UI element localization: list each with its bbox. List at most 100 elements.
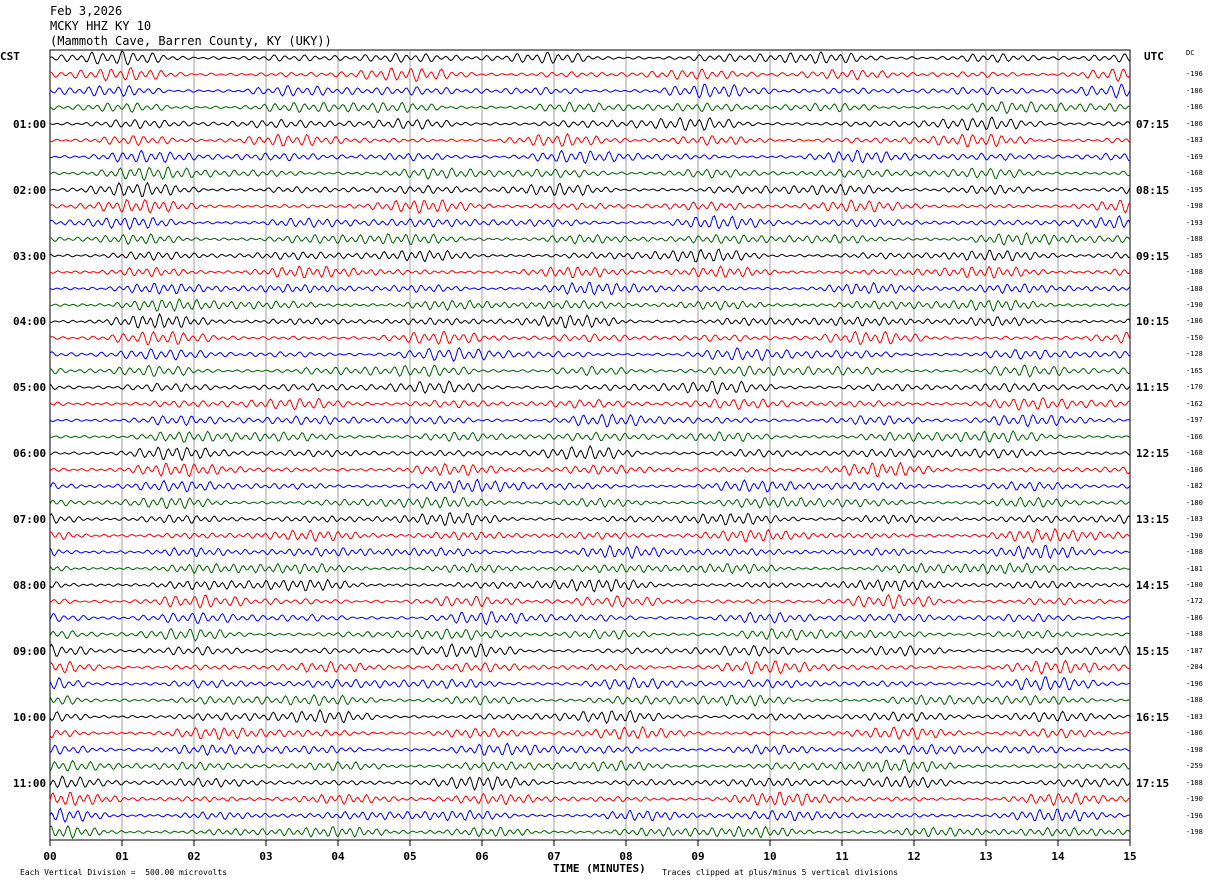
dc-offset-label: -168 — [1186, 449, 1203, 458]
x-tick-label: 10 — [763, 850, 776, 863]
seismic-trace — [49, 461, 1131, 478]
seismic-trace — [49, 231, 1131, 246]
dc-offset-label: -183 — [1186, 136, 1203, 145]
dc-offset-label: -190 — [1186, 301, 1203, 310]
dc-offset-label: -170 — [1186, 383, 1203, 392]
left-hour-label: 11:00 — [13, 776, 47, 790]
seismic-trace — [49, 709, 1131, 725]
x-tick-label: 02 — [187, 850, 200, 863]
x-tick-label: 03 — [259, 850, 272, 863]
x-tick-label: 07 — [547, 850, 560, 863]
seismic-trace — [49, 298, 1131, 313]
right-hour-label: 16:15 — [1136, 710, 1170, 724]
clip-note: Traces clipped at plus/minus 5 vertical … — [662, 868, 899, 877]
x-tick-label: 00 — [43, 850, 56, 863]
seismic-trace — [49, 181, 1131, 197]
chart-station: MCKY HHZ KY 10 — [50, 19, 152, 33]
dc-offset-label: -165 — [1186, 366, 1203, 375]
seismic-trace — [49, 132, 1131, 148]
right-hour-label: 07:15 — [1136, 117, 1170, 131]
left-hour-label: 03:00 — [13, 249, 47, 263]
seismic-trace — [49, 791, 1131, 807]
seismic-trace — [49, 562, 1131, 575]
dc-offset-label: -185 — [1186, 251, 1203, 260]
seismic-trace — [49, 346, 1131, 362]
seismic-trace — [49, 430, 1131, 443]
dc-offset-label: -198 — [1186, 745, 1203, 754]
dc-offset-label: -168 — [1186, 169, 1203, 178]
seismic-trace — [49, 445, 1131, 462]
dc-offset-label: -172 — [1186, 597, 1203, 606]
seismic-trace — [49, 611, 1131, 626]
seismic-trace — [49, 643, 1131, 658]
dc-offset-label: -188 — [1186, 268, 1203, 277]
dc-offset-label: -181 — [1186, 564, 1203, 573]
dc-offset-label: -190 — [1186, 795, 1203, 804]
left-hour-label: 02:00 — [13, 183, 47, 197]
dc-offset-label: -190 — [1186, 531, 1203, 540]
seismic-trace — [49, 775, 1131, 792]
dc-offset-label: -186 — [1186, 317, 1203, 326]
chart-date: Feb 3,2026 — [50, 4, 123, 18]
seismic-trace — [49, 628, 1131, 642]
dc-offset-label: -188 — [1186, 696, 1203, 705]
right-hour-label: 09:15 — [1136, 249, 1170, 263]
seismic-trace — [49, 593, 1131, 609]
left-hour-label: 04:00 — [13, 315, 47, 329]
seismic-trace — [49, 281, 1131, 296]
seismic-trace — [49, 478, 1131, 494]
dc-header: DC — [1186, 49, 1195, 57]
seismic-trace — [49, 742, 1131, 757]
dc-offset-label: -188 — [1186, 235, 1203, 244]
seismic-trace — [49, 364, 1131, 378]
dc-offset-label: -186 — [1186, 86, 1203, 95]
dc-offset-label: -166 — [1186, 432, 1203, 441]
left-hour-label: 06:00 — [13, 447, 47, 461]
seismic-trace — [49, 807, 1131, 824]
seismic-trace — [49, 166, 1131, 182]
dc-offset-label: -188 — [1186, 778, 1203, 787]
dc-offset-label: -162 — [1186, 399, 1203, 408]
seismic-trace — [49, 198, 1131, 215]
dc-offset-label: -196 — [1186, 811, 1203, 820]
seismic-trace — [49, 49, 1131, 66]
seismic-trace — [49, 544, 1131, 560]
x-tick-label: 13 — [979, 850, 992, 863]
seismic-trace — [49, 759, 1131, 774]
dc-offset-label: -193 — [1186, 218, 1203, 227]
dc-offset-label: -169 — [1186, 152, 1203, 161]
x-tick-label: 05 — [403, 850, 416, 863]
dc-offset-label: -188 — [1186, 630, 1203, 639]
dc-offset-label: -186 — [1186, 119, 1203, 128]
left-hour-label: 10:00 — [13, 710, 47, 724]
left-hour-label: 07:00 — [13, 513, 47, 527]
seismic-trace — [49, 693, 1131, 707]
seismic-trace — [49, 83, 1131, 99]
right-hour-label: 12:15 — [1136, 447, 1170, 461]
seismic-trace — [49, 215, 1131, 231]
seismic-trace — [49, 66, 1131, 83]
dc-offset-label: -182 — [1186, 482, 1203, 491]
right-hour-label: 13:15 — [1136, 513, 1170, 527]
dc-offset-label: -188 — [1186, 548, 1203, 557]
seismic-trace — [49, 676, 1131, 691]
dc-offset-label: -186 — [1186, 465, 1203, 474]
dc-offset-label: -188 — [1186, 284, 1203, 293]
seismic-trace — [49, 512, 1131, 527]
chart-location: (Mammoth Cave, Barren County, KY (UKY)) — [50, 34, 332, 48]
seismic-trace — [49, 265, 1131, 279]
x-tick-label: 08 — [619, 850, 632, 863]
seismic-trace — [49, 248, 1131, 263]
seismic-trace — [49, 824, 1131, 840]
right-hour-label: 15:15 — [1136, 644, 1170, 658]
seismic-trace — [49, 659, 1131, 675]
dc-offset-label: -259 — [1186, 762, 1203, 771]
x-tick-label: 14 — [1051, 850, 1065, 863]
dc-offset-label: -198 — [1186, 202, 1203, 211]
dc-offset-label: -197 — [1186, 416, 1203, 425]
right-hour-label: 11:15 — [1136, 381, 1170, 395]
dc-offset-label: -187 — [1186, 646, 1203, 655]
x-tick-label: 04 — [331, 850, 345, 863]
seismic-trace — [49, 380, 1131, 395]
scale-note: Each Vertical Division = 500.00 microvol… — [20, 868, 228, 877]
